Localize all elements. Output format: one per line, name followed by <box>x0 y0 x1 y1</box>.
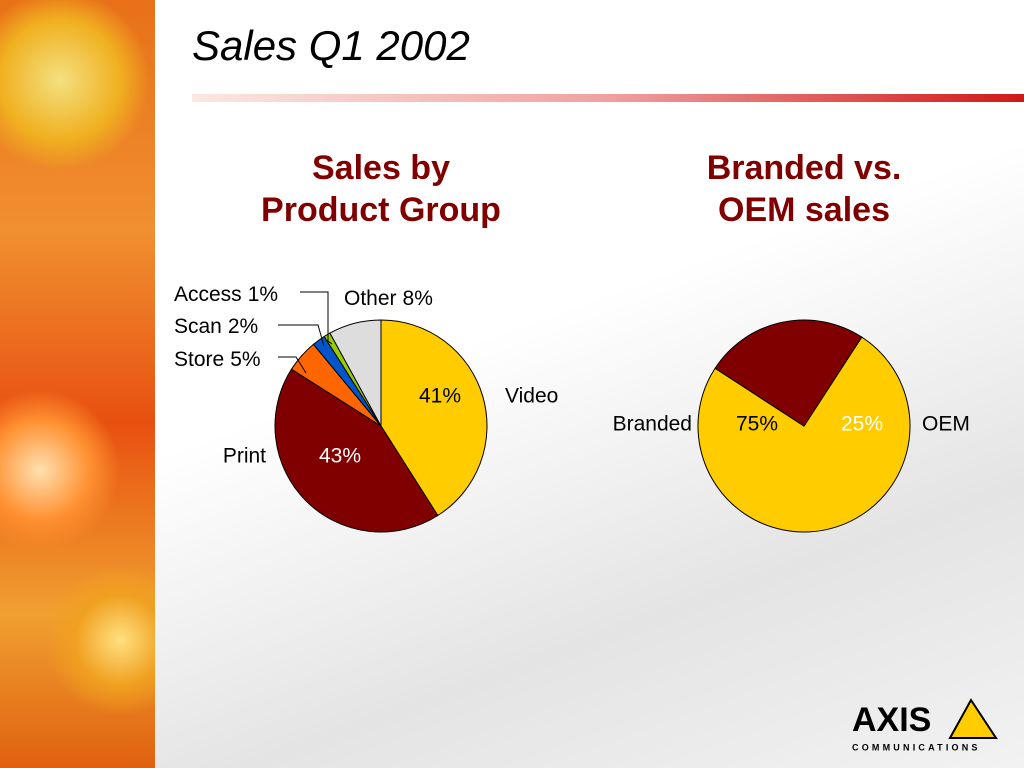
chart-title: Branded vs. <box>707 149 902 187</box>
value-label: 43% <box>319 445 361 468</box>
pie-slice <box>274 368 439 533</box>
slide-title: Sales Q1 2002 <box>192 22 470 69</box>
category-label: Other <box>344 287 397 310</box>
chart-title: Product Group <box>261 191 501 229</box>
chart-title: OEM sales <box>718 191 890 229</box>
pie-slice <box>697 336 911 533</box>
slice-label: Scan 2% <box>174 315 258 338</box>
slice-label: Access 1% <box>174 283 278 306</box>
category-label: Print <box>223 445 266 468</box>
pie-slice <box>329 319 382 427</box>
value-label: 2% <box>228 315 258 338</box>
leader-line <box>278 356 307 374</box>
category-label: Video <box>505 385 558 408</box>
value-label: 41% <box>419 385 461 408</box>
logo-name: AXIS <box>852 701 931 739</box>
category-label: OEM <box>922 413 970 436</box>
slice-label: Other 8% <box>344 287 433 310</box>
category-label: Access <box>174 283 242 306</box>
category-label: Store <box>174 348 224 371</box>
value-label: 25% <box>841 413 883 436</box>
title-rule <box>192 94 1024 102</box>
pie-slice <box>380 319 488 517</box>
value-label: 75% <box>736 413 778 436</box>
value-label: 1% <box>248 283 278 306</box>
value-label: 8% <box>403 287 433 310</box>
category-label: Scan <box>174 315 222 338</box>
chart-title: Sales by <box>312 149 450 187</box>
logo-tagline: COMMUNICATIONS <box>852 742 981 752</box>
leader-line <box>278 324 325 347</box>
category-label: Branded <box>613 413 692 436</box>
value-label: 5% <box>230 348 260 371</box>
pie-slice <box>714 319 863 427</box>
slice-label: Store 5% <box>174 348 261 371</box>
decor-strip <box>0 0 155 768</box>
leader-line <box>300 291 333 345</box>
logo: AXIS COMMUNICATIONS <box>852 698 998 752</box>
logo-triangle <box>948 698 998 739</box>
